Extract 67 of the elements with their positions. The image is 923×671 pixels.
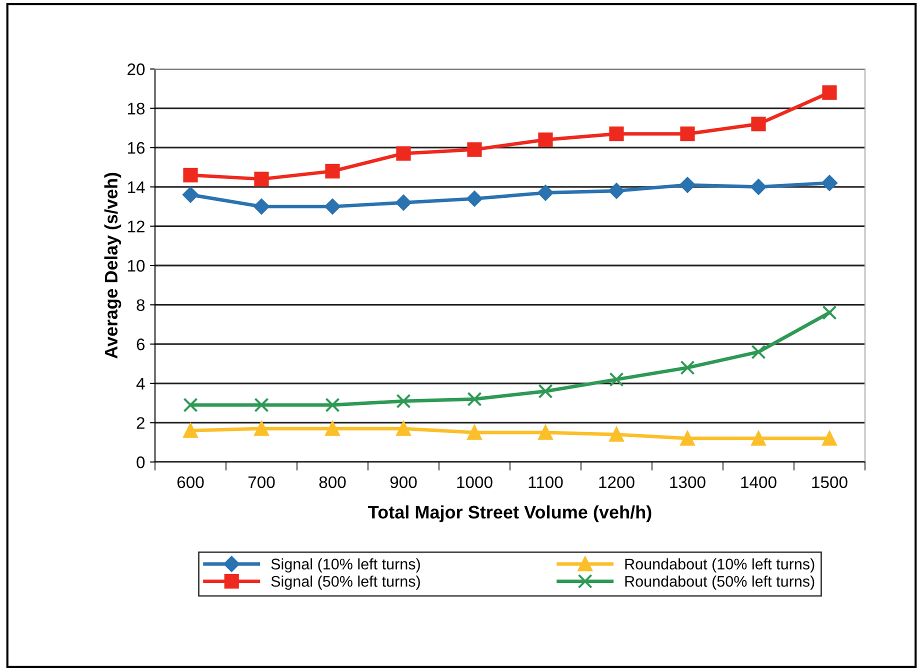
point [254,172,269,186]
y-tick-label: 2 [136,417,144,429]
legend-label: Roundabout (10% left turns) [625,558,814,573]
x-tick-label: 1000 [457,476,492,488]
point [680,177,696,193]
y-tick-label: 16 [128,142,145,154]
point [608,182,624,199]
point [325,398,340,412]
y-tick-label: 4 [136,378,145,390]
point [538,132,553,148]
y-tick-label: 6 [136,338,145,350]
point [467,142,482,157]
point [750,178,766,195]
point [254,398,269,412]
point [325,421,340,436]
point [396,146,411,161]
x-tick-label: 800 [319,476,346,488]
x-tick-label: 600 [177,476,204,488]
point [680,360,695,375]
x-tick-label: 900 [390,476,417,488]
point [182,186,198,203]
legend-label: Signal (10% left turns) [271,558,420,573]
point [466,190,482,207]
point [396,394,411,408]
point [538,425,553,440]
y-tick-label: 0 [136,456,145,468]
point [396,421,411,436]
point [325,164,340,178]
y-tick-label: 8 [136,299,145,312]
x-tick-label: 1300 [670,476,706,488]
point [324,198,340,214]
point [822,431,837,446]
point [183,398,198,412]
point [609,372,624,387]
point [751,431,766,446]
point [751,116,766,132]
point [822,305,837,320]
x-tick-label: 1100 [528,476,563,488]
y-tick-label: 20 [128,63,145,76]
point [183,168,198,182]
legend-label: Roundabout (50% left turns) [625,576,814,590]
point [538,384,553,399]
point [822,85,837,100]
point [680,431,695,446]
legend-label: Signal (50% left turns) [271,576,420,590]
y-tick-label: 12 [128,220,144,232]
y-tick-label: 18 [128,102,145,115]
y-axis-title: Average Delay (s/veh) [104,172,122,359]
x-axis-title: Total Major Street Volume (veh/h) [368,505,652,522]
point [680,126,695,142]
point [467,392,482,406]
x-tick-label: 1200 [599,476,634,488]
point [822,175,838,191]
point [183,423,198,438]
point [751,344,766,360]
point [609,427,624,442]
point [467,425,482,440]
y-tick-label: 10 [128,260,145,272]
x-tick-label: 700 [248,476,275,488]
y-tick-label: 14 [128,181,145,193]
x-tick-label: 1500 [812,476,848,488]
point [609,126,624,142]
point [396,194,412,211]
point [254,198,270,214]
x-tick-label: 1400 [741,476,776,488]
point [538,184,554,201]
point [254,421,269,436]
